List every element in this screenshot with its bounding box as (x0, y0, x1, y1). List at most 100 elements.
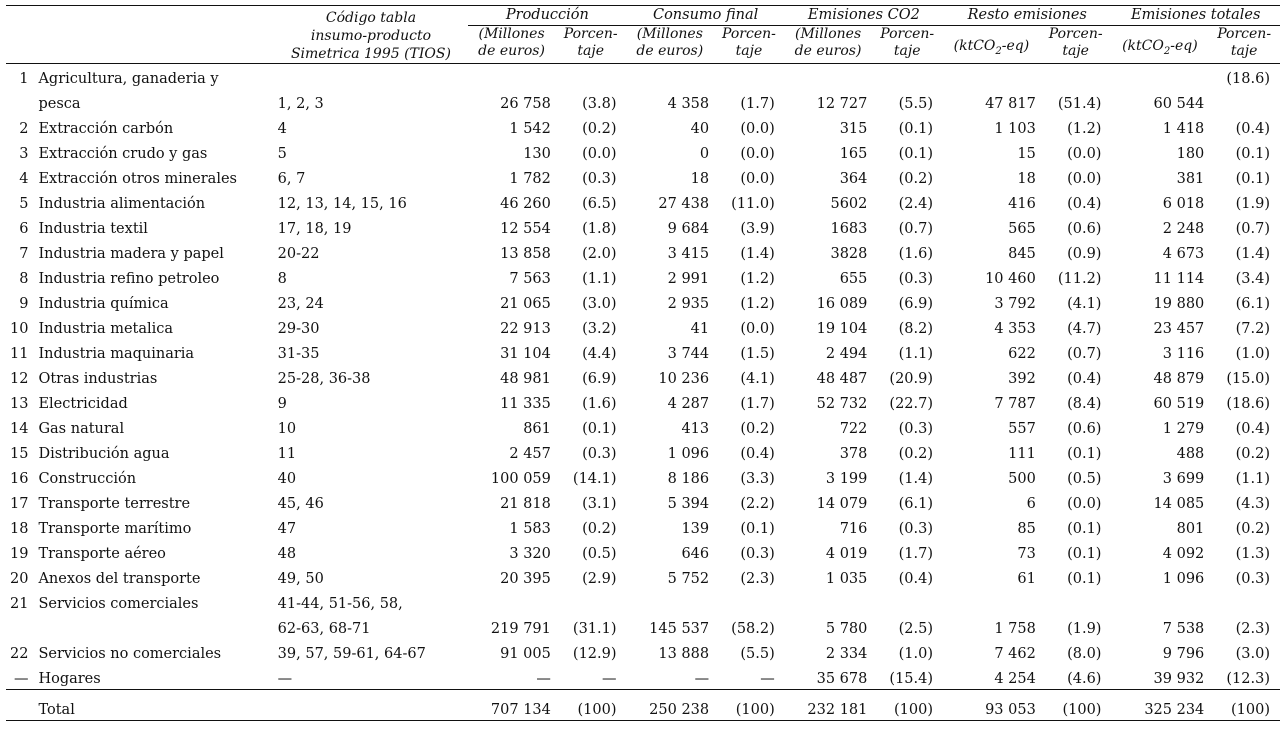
row-value: 12 554 (500, 221, 551, 237)
row-value: (1.5) (740, 346, 775, 362)
row-value: 3828 (830, 246, 868, 262)
table-row: 19 Transporte aéreo 48 3 320 (0.5) 646 (0.3) 4 … (6, 539, 1280, 564)
row-sector: Gas natural (38, 421, 125, 437)
row-index: 12 (10, 371, 29, 387)
total-value: (100) (871, 689, 944, 721)
row-value: (3.3) (740, 471, 775, 487)
row-value: 61 (1017, 571, 1036, 587)
row-total-pct: (18.6) (1226, 71, 1270, 87)
row-value: (0.3) (898, 521, 934, 537)
row-value: (11.0) (731, 196, 775, 212)
total-value: (100) (554, 689, 627, 721)
row-sector: Extracción otros minerales (38, 171, 237, 187)
row-index: 22 (10, 646, 29, 662)
row-value: (6.9) (582, 371, 617, 387)
row-index: 9 (19, 296, 29, 312)
row-value: (0.0) (740, 121, 775, 137)
row-value: 47 817 (985, 96, 1036, 112)
row-sector-cont: pesca (38, 96, 81, 112)
table-row: 5 Industria alimentación 12, 13, 14, 15, 1… (6, 189, 1280, 214)
header-unit-0: (Millones de euros) (478, 26, 545, 59)
row-sector: Transporte aéreo (38, 546, 166, 562)
row-total-pct: (0.4) (1235, 421, 1270, 437)
table-row: 22 Servicios no comerciales 39, 57, 59-61,… (6, 639, 1280, 664)
table-body: 1 Agricultura, ganaderia y (18.6) pesca 1, 2… (6, 64, 1280, 721)
table-row: 21 Servicios comerciales 41-44, 51-56, 58, (6, 589, 1280, 614)
row-value: 500 (1008, 471, 1036, 487)
table-row: 18 Transporte marítimo 47 1 583 (0.2) 139 (0.1… (6, 514, 1280, 539)
row-value: (8.2) (898, 321, 934, 337)
row-value: 801 (1176, 521, 1205, 537)
row-value: (5.5) (740, 646, 775, 662)
row-index: 21 (10, 596, 29, 612)
header-pct-4: Porcen-taje (1217, 26, 1272, 59)
row-value: (1.1) (582, 271, 617, 287)
row-value: 2 991 (667, 271, 710, 287)
row-value: (0.2) (898, 171, 934, 187)
row-value: (3.8) (582, 96, 617, 112)
row-sector: Extracción crudo y gas (38, 146, 208, 162)
table-row: 11 Industria maquinaria 31-35 31 104 (4.4) 3 … (6, 339, 1280, 364)
row-value: (2.4) (898, 196, 934, 212)
row-value: 18 (690, 171, 710, 187)
table-row: 1 Agricultura, ganaderia y (18.6) (6, 64, 1280, 90)
row-index: — (13, 671, 29, 687)
row-value: 3 699 (1162, 471, 1205, 487)
total-value: (100) (713, 689, 785, 721)
row-total-pct: (3.0) (1235, 646, 1270, 662)
row-value: 488 (1176, 446, 1205, 462)
row-value: 416 (1008, 196, 1036, 212)
row-value: 15 (1017, 146, 1036, 162)
table-row: — Hogares — — — — — 35 678 (15.4) 4 254 (4.6) 39 93… (6, 664, 1280, 690)
row-value: (0.3) (898, 271, 934, 287)
row-value: 130 (523, 146, 551, 162)
row-index: 8 (19, 271, 29, 287)
row-value: (1.6) (582, 396, 617, 412)
row-value: (0.1) (740, 521, 775, 537)
row-value: 4 353 (994, 321, 1036, 337)
row-total-pct: (0.4) (1235, 121, 1270, 137)
row-sector: Industria maquinaria (38, 346, 195, 362)
row-sector: Industria química (38, 296, 169, 312)
header-group-1: Consumo final (626, 6, 785, 26)
row-value: (0.1) (1067, 546, 1102, 562)
row-value: 4 019 (825, 546, 868, 562)
row-value: 18 (1017, 171, 1036, 187)
row-value: 85 (1017, 521, 1036, 537)
row-value: 180 (1176, 146, 1205, 162)
row-code: 4 (277, 121, 287, 137)
row-sector: Industria refino petroleo (38, 271, 220, 287)
row-code-cont: 62-63, 68-71 (277, 621, 371, 637)
table-row: 10 Industria metalica 29-30 22 913 (3.2) 41 (0… (6, 314, 1280, 339)
row-value: 26 758 (500, 96, 551, 112)
row-value: (12.9) (572, 646, 617, 662)
row-value: (2.5) (898, 621, 934, 637)
row-value: (0.5) (1067, 471, 1102, 487)
row-value: (0.1) (1067, 571, 1102, 587)
row-total-pct: (0.2) (1235, 521, 1270, 537)
row-total-pct: (0.1) (1235, 146, 1270, 162)
row-value: 21 065 (500, 296, 551, 312)
row-value: (0.0) (1067, 171, 1102, 187)
row-value: 3 320 (509, 546, 551, 562)
row-index: 3 (19, 146, 29, 162)
row-value: (14.1) (572, 471, 617, 487)
row-value: 165 (839, 146, 868, 162)
row-value: 19 880 (1153, 296, 1205, 312)
table-header: Código tabla insumo-producto Simetrica 199… (6, 5, 1280, 64)
row-value: 9 796 (1162, 646, 1205, 662)
row-value: 4 287 (667, 396, 710, 412)
row-index: 20 (10, 571, 29, 587)
row-value: 3 415 (667, 246, 710, 262)
row-total-pct: (15.0) (1226, 371, 1270, 387)
row-value: 378 (839, 446, 868, 462)
row-index: 16 (10, 471, 29, 487)
row-value: 2 494 (825, 346, 868, 362)
header-row-groups: Código tabla insumo-producto Simetrica 199… (6, 6, 1280, 62)
row-code: 10 (277, 421, 297, 437)
row-value: 716 (839, 521, 868, 537)
table-row: 15 Distribución agua 11 2 457 (0.3) 1 096 (0.4… (6, 439, 1280, 464)
row-value: (1.9) (1067, 621, 1102, 637)
row-code: 23, 24 (277, 296, 324, 312)
row-value: (0.3) (898, 421, 934, 437)
